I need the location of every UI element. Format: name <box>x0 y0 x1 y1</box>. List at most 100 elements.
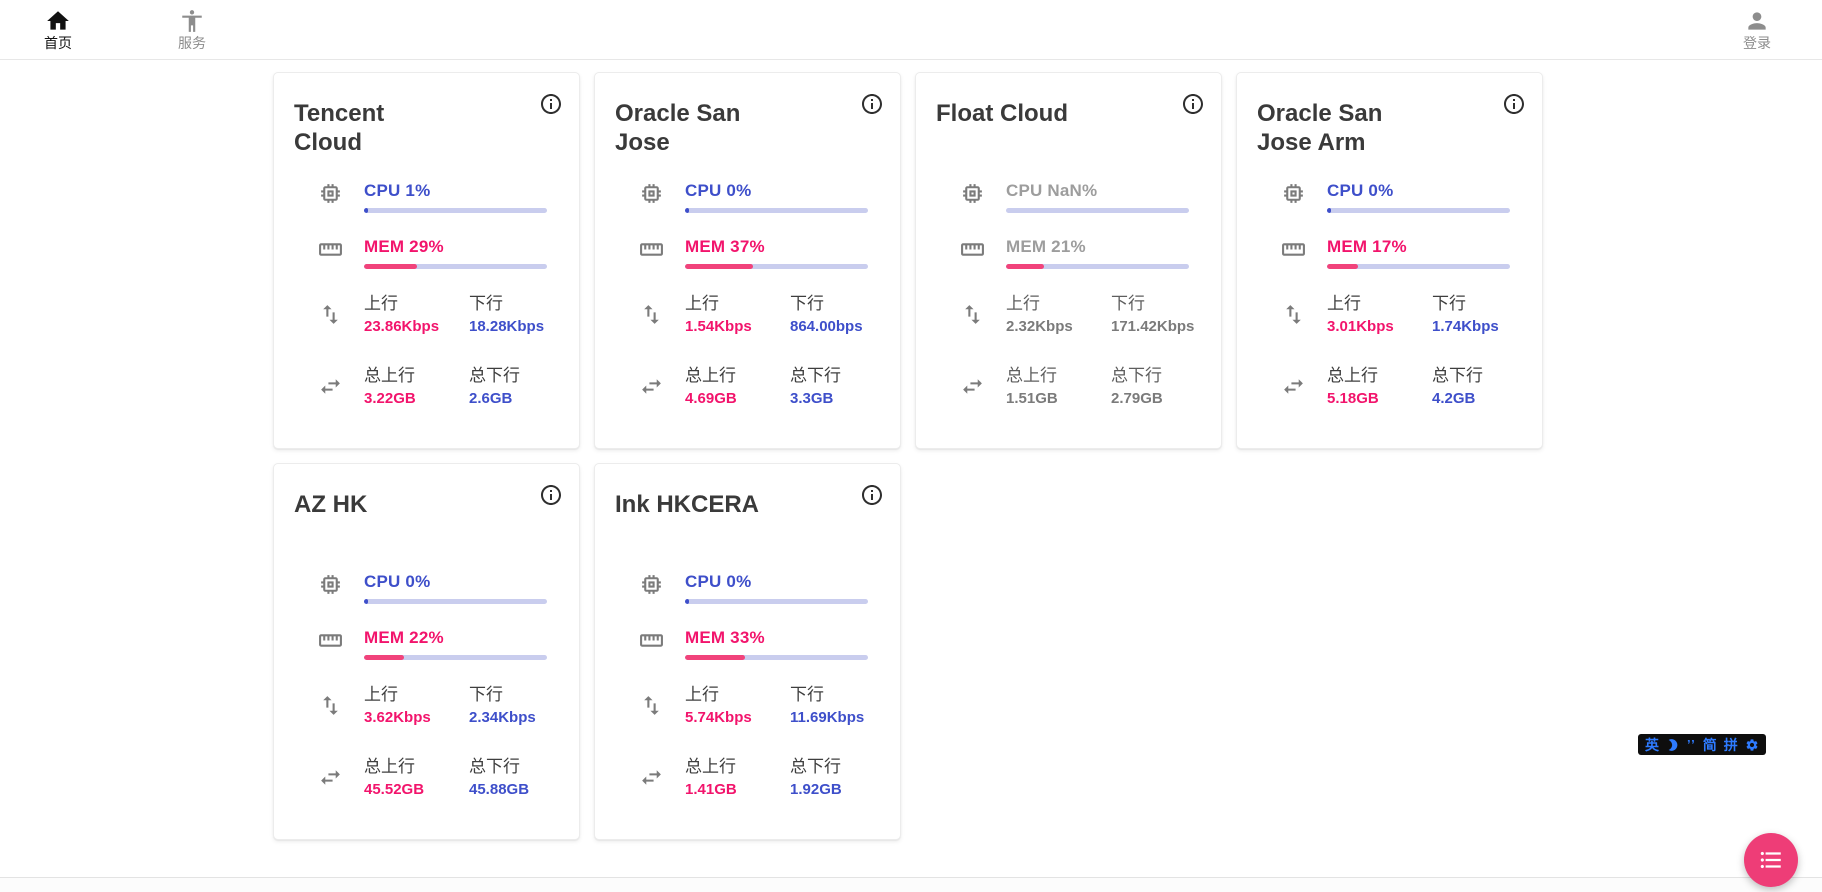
home-icon <box>47 10 69 30</box>
net-total-row: 总上行 4.69GB 总下行 3.3GB <box>595 365 900 408</box>
ime-english-indicator[interactable]: 英 <box>1645 736 1659 753</box>
nav-item-services[interactable]: 服务 <box>160 8 224 52</box>
mem-progress-bar <box>364 655 547 660</box>
total-download-value: 4.2GB <box>1432 390 1476 407</box>
server-title: Oracle San Jose Arm <box>1257 100 1383 156</box>
server-stats: CPU 1% MEM 29% 上行 23.86Kbps 下行 18.28Kbps <box>274 181 579 408</box>
server-cards-grid: Tencent Cloud CPU 1% MEM 29% 上行 23.86Kbp… <box>273 72 1558 840</box>
cpu-row: CPU NaN% <box>916 181 1221 213</box>
swap-arrows-icon <box>1281 374 1306 399</box>
mem-usage-text: MEM 21% <box>1006 237 1086 256</box>
server-card: Oracle San Jose Arm CPU 0% MEM 17% 上行 3.… <box>1236 72 1543 449</box>
upload-value: 2.32Kbps <box>1006 318 1073 335</box>
total-download-value: 2.79GB <box>1111 390 1163 407</box>
person-icon <box>1748 11 1766 30</box>
cpu-progress-bar <box>1006 208 1189 213</box>
upload-value: 23.86Kbps <box>364 318 440 335</box>
download-value: 11.69Kbps <box>790 709 865 726</box>
upload-value: 1.54Kbps <box>685 318 752 335</box>
total-upload-label: 总上行 <box>1006 366 1057 385</box>
total-download-label: 总下行 <box>469 366 520 385</box>
ruler-icon <box>639 628 664 653</box>
up-down-arrows-icon <box>318 693 343 718</box>
info-button[interactable] <box>858 481 886 509</box>
info-button[interactable] <box>1500 90 1528 118</box>
server-list-fab-button[interactable] <box>1744 833 1798 887</box>
ruler-icon <box>1281 237 1306 262</box>
net-total-row: 总上行 5.18GB 总下行 4.2GB <box>1237 365 1542 408</box>
total-download-label: 总下行 <box>1432 366 1483 385</box>
swap-arrows-icon <box>318 765 343 790</box>
cpu-row: CPU 0% <box>595 572 900 604</box>
download-label: 下行 <box>469 294 503 313</box>
mem-usage-text: MEM 37% <box>685 237 765 256</box>
moon-icon[interactable] <box>1666 738 1680 752</box>
nav-item-home[interactable]: 首页 <box>26 8 90 52</box>
server-title: Ink HKCERA <box>615 491 760 518</box>
nav-home-label: 首页 <box>44 34 72 51</box>
net-total-row: 总上行 45.52GB 总下行 45.88GB <box>274 756 579 799</box>
ruler-icon <box>318 628 343 653</box>
info-icon <box>1183 94 1203 114</box>
upload-value: 5.74Kbps <box>685 709 752 726</box>
mem-progress-bar <box>685 655 868 660</box>
gear-icon[interactable] <box>1745 738 1759 752</box>
total-download-label: 总下行 <box>1111 366 1162 385</box>
info-button[interactable] <box>1179 90 1207 118</box>
download-value: 864.00bps <box>790 318 863 335</box>
nav-login-label: 登录 <box>1743 34 1771 51</box>
mem-row: MEM 22% <box>274 628 579 660</box>
info-icon <box>1504 94 1524 114</box>
server-card: AZ HK CPU 0% MEM 22% 上行 3.62Kbps 下行 <box>273 463 580 840</box>
cpu-progress-bar <box>1327 208 1510 213</box>
ime-simplified-indicator[interactable]: 简 <box>1702 736 1717 753</box>
server-stats: CPU NaN% MEM 21% 上行 2.32Kbps 下行 171.42Kb… <box>916 181 1221 408</box>
server-card: Float Cloud CPU NaN% MEM 21% 上行 2.32Kbps <box>915 72 1222 449</box>
download-label: 下行 <box>790 294 824 313</box>
upload-label: 上行 <box>364 294 398 313</box>
top-navbar: 首页 服务 登录 <box>0 0 1822 60</box>
total-download-value: 2.6GB <box>469 390 513 407</box>
total-download-value: 3.3GB <box>790 390 834 407</box>
info-button[interactable] <box>537 90 565 118</box>
server-stats: CPU 0% MEM 17% 上行 3.01Kbps 下行 1.74Kbps <box>1237 181 1542 408</box>
upload-label: 上行 <box>685 294 719 313</box>
cpu-row: CPU 1% <box>274 181 579 213</box>
cpu-row: CPU 0% <box>274 572 579 604</box>
total-upload-label: 总上行 <box>364 366 415 385</box>
server-title: Tencent Cloud <box>294 100 385 156</box>
ime-punctuation-indicator[interactable]: ’’ <box>1687 737 1696 752</box>
cpu-progress-bar <box>685 599 868 604</box>
net-total-row: 总上行 3.22GB 总下行 2.6GB <box>274 365 579 408</box>
mem-usage-text: MEM 17% <box>1327 237 1407 256</box>
total-upload-value: 1.51GB <box>1006 390 1058 407</box>
nav-services-label: 服务 <box>178 34 206 51</box>
info-button[interactable] <box>537 481 565 509</box>
net-total-row: 总上行 1.51GB 总下行 2.79GB <box>916 365 1221 408</box>
cpu-row: CPU 0% <box>1237 181 1542 213</box>
ime-status-bar[interactable]: 英 ’’ 简 拼 <box>1638 734 1766 755</box>
net-speed-row: 上行 2.32Kbps 下行 171.42Kbps <box>916 293 1221 336</box>
cpu-chip-icon <box>1281 181 1306 206</box>
net-speed-row: 上行 1.54Kbps 下行 864.00bps <box>595 293 900 336</box>
total-upload-label: 总上行 <box>685 366 736 385</box>
download-label: 下行 <box>1432 294 1466 313</box>
mem-progress-bar <box>1006 264 1189 269</box>
download-value: 2.34Kbps <box>469 709 536 726</box>
download-label: 下行 <box>1111 294 1145 313</box>
cpu-row: CPU 0% <box>595 181 900 213</box>
info-button[interactable] <box>858 90 886 118</box>
nav-item-login[interactable]: 登录 <box>1725 8 1789 52</box>
cpu-usage-text: CPU 0% <box>685 572 752 591</box>
ruler-icon <box>960 237 985 262</box>
upload-label: 上行 <box>1327 294 1361 313</box>
total-upload-value: 1.41GB <box>685 781 737 798</box>
download-label: 下行 <box>469 685 503 704</box>
server-card: Ink HKCERA CPU 0% MEM 33% 上行 5.74Kbps <box>594 463 901 840</box>
download-label: 下行 <box>790 685 824 704</box>
info-icon <box>862 94 882 114</box>
ime-pinyin-indicator[interactable]: 拼 <box>1723 736 1738 753</box>
cpu-chip-icon <box>318 572 343 597</box>
server-card: Tencent Cloud CPU 1% MEM 29% 上行 23.86Kbp… <box>273 72 580 449</box>
cpu-progress-bar <box>685 208 868 213</box>
